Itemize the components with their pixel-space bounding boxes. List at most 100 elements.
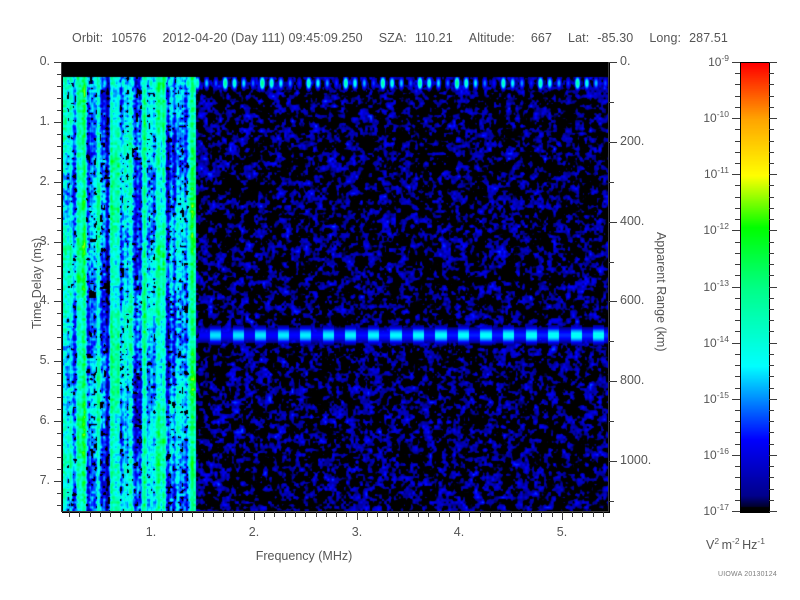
left-major-tick: [54, 122, 62, 123]
bottom-minor-tick: [398, 512, 399, 517]
colorbar-label-mantissa: 10: [708, 55, 722, 69]
bottom-minor-tick: [336, 512, 337, 517]
right-minor-tick: [609, 102, 614, 103]
left-tick-label: 5.: [39, 353, 50, 367]
radargram-plot-area: [62, 62, 610, 513]
left-major-tick: [54, 361, 62, 362]
colorbar-minor-tick: [769, 141, 774, 142]
bottom-minor-tick: [192, 512, 193, 517]
colorbar-minor-tick: [769, 432, 774, 433]
bottom-tick-label: 5.: [556, 525, 568, 539]
bottom-minor-tick: [223, 512, 224, 517]
bottom-minor-tick: [274, 512, 275, 517]
colorbar-major-tick: [769, 174, 777, 175]
colorbar-minor-tick: [769, 298, 774, 299]
colorbar-minor-tick: [769, 421, 774, 422]
bottom-minor-tick: [582, 512, 583, 517]
bottom-major-tick: [459, 512, 460, 520]
colorbar-label-mantissa: 10: [703, 336, 717, 350]
right-minor-tick: [609, 262, 614, 263]
bottom-minor-tick: [480, 512, 481, 517]
colorbar-minor-tick: [769, 388, 774, 389]
left-minor-tick: [57, 254, 62, 255]
left-minor-tick: [57, 86, 62, 87]
colorbar-minor-tick: [769, 264, 774, 265]
colorbar-minor-tick: [735, 309, 740, 310]
colorbar-tick-label: 10-12: [690, 221, 729, 237]
colorbar-minor-tick: [769, 163, 774, 164]
colorbar-minor-tick: [769, 376, 774, 377]
colorbar-label-mantissa: 10: [703, 111, 717, 125]
bottom-minor-tick: [285, 512, 286, 517]
colorbar-tick-label: 10-13: [690, 278, 729, 294]
left-tick-label: 0.: [39, 54, 50, 68]
colorbar-minor-tick: [735, 84, 740, 85]
colorbar-major-tick: [732, 230, 740, 231]
colorbar-tick-label: 10-9: [690, 53, 729, 69]
colorbar-major-tick: [769, 230, 777, 231]
bottom-minor-tick: [305, 512, 306, 517]
bottom-minor-tick: [439, 512, 440, 517]
colorbar-major-tick: [769, 343, 777, 344]
colorbar-major-tick: [732, 62, 740, 63]
colorbar-minor-tick: [735, 96, 740, 97]
colorbar-minor-tick: [735, 208, 740, 209]
bottom-minor-tick: [408, 512, 409, 517]
colorbar-label-exponent: -10: [716, 109, 729, 119]
colorbar-minor-tick: [769, 185, 774, 186]
left-minor-tick: [57, 409, 62, 410]
colorbar-label-mantissa: 10: [703, 167, 718, 181]
colorbar-minor-tick: [735, 477, 740, 478]
orbit-value: 10576: [111, 31, 147, 45]
header-info-line: Orbit: 10576 2012-04-20 (Day 111) 09:45:09…: [0, 31, 800, 45]
colorbar-minor-tick: [735, 365, 740, 366]
left-minor-tick: [57, 469, 62, 470]
bottom-tick-label: 3.: [351, 525, 363, 539]
right-axis-line: [608, 62, 609, 512]
bottom-minor-tick: [428, 512, 429, 517]
bottom-minor-tick: [469, 512, 470, 517]
unit-v: V: [706, 538, 715, 553]
left-tick-label: 7.: [39, 473, 50, 487]
colorbar-minor-tick: [735, 152, 740, 153]
bottom-minor-tick: [500, 512, 501, 517]
left-tick-label: 1.: [39, 114, 50, 128]
colorbar-minor-tick: [735, 354, 740, 355]
colorbar-minor-tick: [735, 466, 740, 467]
bottom-major-tick: [254, 512, 255, 520]
left-major-tick: [54, 182, 62, 183]
left-minor-tick: [57, 325, 62, 326]
colorbar-tick-label: 10-10: [690, 109, 729, 125]
left-major-tick: [54, 481, 62, 482]
sza-label: SZA:: [378, 31, 407, 45]
left-minor-tick: [57, 110, 62, 111]
colorbar-label-mantissa: 10: [703, 448, 717, 462]
left-axis-title: Time Delay (ms): [30, 237, 44, 329]
unit-v-exponent: 2: [714, 536, 720, 546]
colorbar-label-mantissa: 10: [703, 223, 717, 237]
sza-value: 110.21: [414, 31, 453, 45]
bottom-major-tick: [357, 512, 358, 520]
left-minor-tick: [57, 433, 62, 434]
colorbar-minor-tick: [769, 477, 774, 478]
left-minor-tick: [57, 373, 62, 374]
bottom-minor-tick: [131, 512, 132, 517]
colorbar-minor-tick: [769, 309, 774, 310]
bottom-minor-tick: [367, 512, 368, 517]
colorbar-minor-tick: [735, 298, 740, 299]
right-minor-tick: [609, 341, 614, 342]
left-minor-tick: [57, 289, 62, 290]
left-minor-tick: [57, 206, 62, 207]
bottom-minor-tick: [346, 512, 347, 517]
colorbar-major-tick: [769, 455, 777, 456]
lat-value: -85.30: [597, 31, 634, 45]
colorbar-minor-tick: [769, 107, 774, 108]
colorbar-minor-tick: [735, 421, 740, 422]
colorbar-minor-tick: [735, 320, 740, 321]
colorbar-major-tick: [732, 174, 740, 175]
colorbar-minor-tick: [735, 489, 740, 490]
bottom-axis-line: [61, 511, 609, 512]
left-minor-tick: [57, 170, 62, 171]
colorbar-minor-tick: [735, 388, 740, 389]
